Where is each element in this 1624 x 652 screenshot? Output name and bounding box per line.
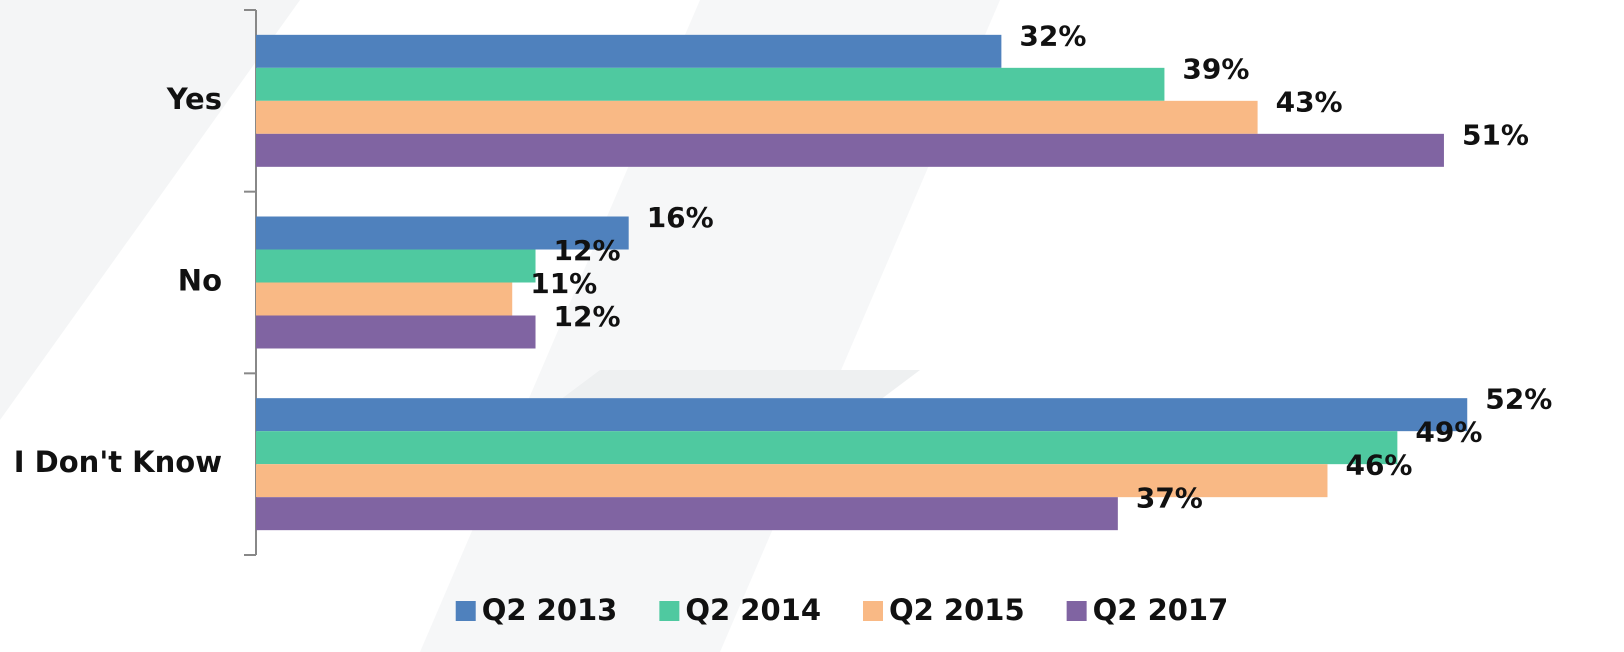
bar — [256, 282, 513, 316]
data-label: 16% — [647, 201, 714, 234]
bar — [256, 464, 1328, 498]
legend-label: Q2 2015 — [889, 593, 1025, 627]
category-label: I Don't Know — [14, 445, 222, 479]
legend-label: Q2 2017 — [1093, 593, 1229, 627]
legend-label: Q2 2013 — [482, 593, 618, 627]
data-label: 12% — [554, 300, 621, 333]
category-label: No — [178, 264, 222, 298]
data-label: 51% — [1462, 118, 1529, 151]
category-label: Yes — [166, 82, 222, 116]
background-shape — [0, 0, 300, 420]
legend-swatch — [1066, 601, 1087, 621]
data-label: 11% — [530, 267, 597, 300]
data-label: 39% — [1182, 52, 1249, 85]
bar — [256, 133, 1444, 167]
data-label: 37% — [1136, 482, 1203, 515]
background-shape — [560, 370, 920, 400]
data-label: 12% — [554, 234, 621, 267]
bar — [256, 67, 1165, 101]
bar — [256, 398, 1468, 432]
data-label: 46% — [1345, 449, 1412, 482]
bar — [256, 431, 1398, 465]
data-label: 43% — [1276, 85, 1343, 118]
data-label: 32% — [1019, 19, 1086, 52]
bar — [256, 216, 629, 250]
bar — [256, 497, 1118, 531]
bar — [256, 249, 536, 283]
legend-swatch — [863, 601, 883, 621]
legend-label: Q2 2014 — [685, 593, 821, 627]
legend-swatch — [455, 601, 476, 621]
bar — [256, 100, 1258, 134]
bar — [256, 34, 1002, 68]
data-label: 49% — [1415, 416, 1482, 449]
bar — [256, 315, 536, 349]
legend-swatch — [659, 601, 680, 621]
data-label: 52% — [1485, 383, 1552, 416]
